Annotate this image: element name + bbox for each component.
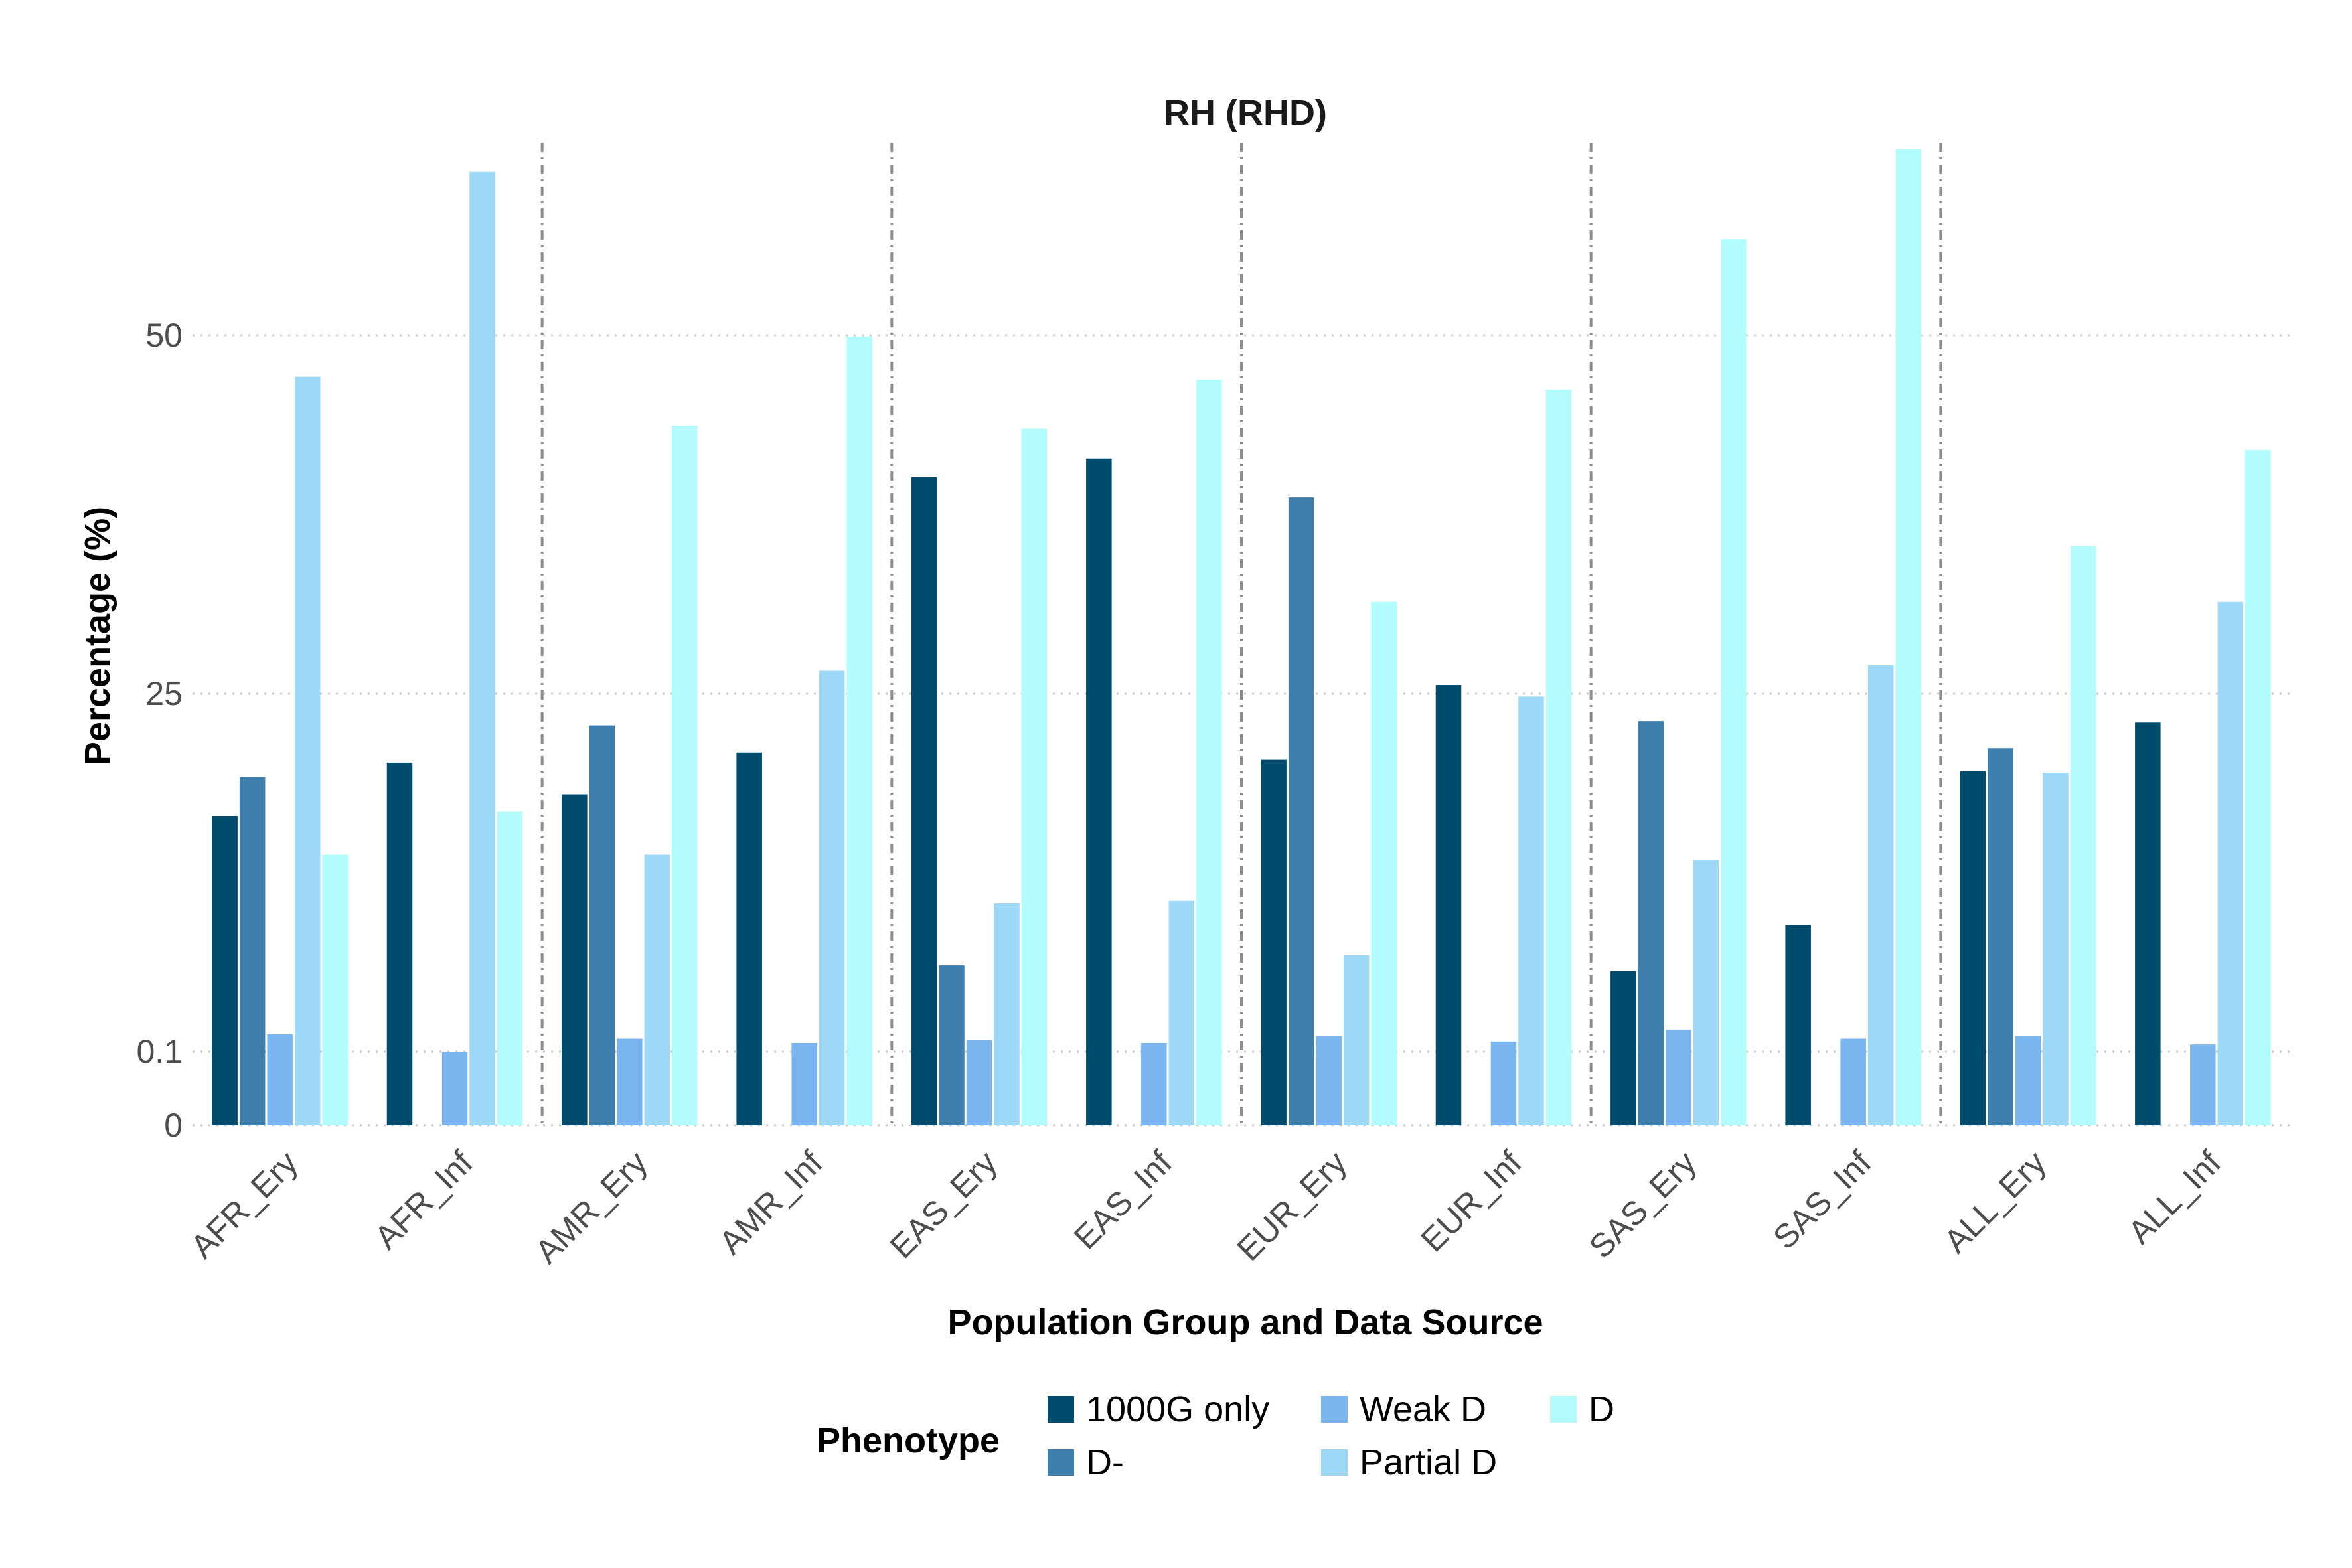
x-tick-label: AMR_Inf	[712, 1144, 829, 1261]
bar	[1895, 149, 1921, 1126]
bar	[994, 903, 1020, 1125]
legend-swatch	[1550, 1396, 1577, 1423]
bar	[736, 752, 762, 1125]
x-axis-ticks: AFR_Ery AFR_Inf AMR_Ery AMR_Inf EAS_Ery EAS_I…	[183, 1144, 2228, 1271]
legend-label: 1000G only	[1086, 1389, 1269, 1429]
legend-label: D-	[1086, 1443, 1124, 1482]
group-separators	[540, 143, 1942, 1125]
y-tick-label: 0	[164, 1107, 183, 1144]
bar	[1610, 971, 1636, 1125]
x-tick-label: SAS_Ery	[1582, 1144, 1703, 1265]
bar	[322, 854, 348, 1125]
x-axis-title: Population Group and Data Source	[947, 1302, 1543, 1342]
bar	[1343, 955, 1370, 1125]
bar	[1721, 239, 1747, 1125]
bar	[911, 477, 937, 1125]
bar	[2135, 722, 2161, 1125]
bar	[2190, 1044, 2216, 1125]
x-tick-label: AFR_Inf	[367, 1144, 479, 1256]
bar	[1960, 771, 1986, 1125]
bar	[589, 725, 615, 1125]
bar	[1141, 1043, 1167, 1125]
bar	[497, 811, 523, 1125]
x-tick-label: EUR_Ery	[1230, 1144, 1354, 1268]
bar	[644, 854, 670, 1125]
bar	[1261, 759, 1287, 1125]
bar	[2043, 773, 2069, 1125]
bar	[846, 337, 872, 1125]
bar	[2015, 1036, 2041, 1125]
bar	[966, 1040, 992, 1125]
x-tick-label: EUR_Inf	[1414, 1144, 1529, 1259]
legend: Phenotype 1000G only D- Weak D Partial D D	[817, 1389, 1614, 1482]
bar	[1666, 1030, 1691, 1125]
legend-label: Weak D	[1360, 1389, 1486, 1429]
bar	[2217, 601, 2244, 1125]
x-tick-label: SAS_Inf	[1766, 1144, 1878, 1256]
bar	[1371, 601, 1397, 1125]
x-tick-label: AFR_Ery	[183, 1144, 305, 1265]
bar	[617, 1038, 643, 1125]
legend-swatch	[1321, 1449, 1348, 1476]
legend-swatch	[1048, 1396, 1074, 1423]
bar	[1785, 925, 1811, 1125]
x-tick-label: EAS_Ery	[883, 1144, 1004, 1265]
x-tick-label: EAS_Inf	[1067, 1144, 1179, 1256]
bar	[441, 1052, 468, 1125]
bar	[1638, 721, 1664, 1125]
y-tick-label: 50	[145, 317, 183, 354]
bar	[1168, 900, 1195, 1125]
bar	[1196, 379, 1222, 1126]
x-tick-label: AMR_Ery	[528, 1144, 655, 1271]
bar	[1545, 390, 1572, 1125]
bar	[1316, 1036, 1342, 1125]
bar	[562, 794, 588, 1125]
bar	[1518, 696, 1544, 1125]
bar	[469, 171, 495, 1125]
bar	[267, 1034, 293, 1125]
legend-label: D	[1589, 1389, 1614, 1429]
bar	[1988, 748, 2013, 1125]
y-axis-ticks: 0 0.1 25 50	[136, 317, 183, 1144]
bar	[2245, 449, 2271, 1125]
bar	[1435, 685, 1462, 1125]
bar	[1288, 497, 1314, 1125]
bar	[1490, 1041, 1517, 1125]
bar	[939, 965, 965, 1125]
chart-title: RH (RHD)	[1164, 93, 1327, 133]
x-tick-label: ALL_Inf	[2121, 1144, 2229, 1251]
bar	[239, 777, 266, 1125]
legend-title: Phenotype	[817, 1421, 1000, 1460]
bar	[212, 815, 238, 1125]
legend-label: Partial D	[1360, 1443, 1497, 1482]
bar	[2070, 546, 2096, 1125]
y-axis-title: Percentage (%)	[78, 507, 118, 765]
bar	[386, 762, 413, 1125]
y-tick-label: 0.1	[136, 1033, 183, 1070]
bar	[819, 670, 845, 1125]
bars	[212, 149, 2271, 1126]
bar	[672, 426, 698, 1125]
bar	[294, 376, 321, 1125]
bar	[791, 1043, 817, 1125]
bar	[1693, 860, 1719, 1125]
bar	[1867, 665, 1894, 1125]
x-tick-label: ALL_Ery	[1937, 1144, 2053, 1260]
legend-swatch	[1048, 1449, 1074, 1476]
bar	[1021, 428, 1048, 1125]
bar	[1840, 1038, 1866, 1125]
y-tick-label: 25	[145, 675, 183, 712]
legend-swatch	[1321, 1396, 1348, 1423]
bar	[1086, 458, 1112, 1125]
